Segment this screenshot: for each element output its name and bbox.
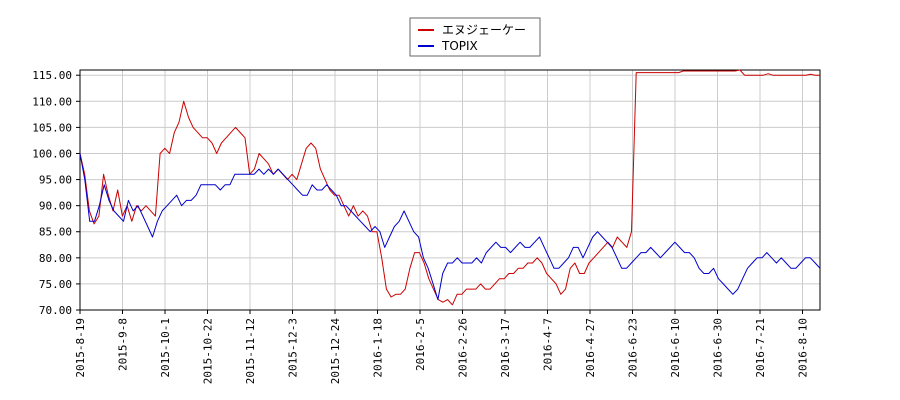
- x-tick-label: 2015-10-1: [159, 318, 172, 378]
- y-axis: 115.00 110.00 105.00 100.00 95.00 90.00 85.00 8…: [32, 69, 80, 317]
- y-tick-label: 80.00: [39, 252, 72, 265]
- x-axis: 2015-8-19 2015-9-8 2015-10-1 2015-10-22 2015…: [74, 310, 810, 384]
- y-tick-label: 85.00: [39, 226, 72, 239]
- legend: エヌジェーケー TOPIX: [409, 17, 541, 57]
- y-tick-label: 75.00: [39, 278, 72, 291]
- x-tick-label: 2016-6-30: [712, 318, 725, 378]
- x-tick-label: 2016-6-23: [627, 318, 640, 378]
- y-tick-label: 95.00: [39, 174, 72, 187]
- grid: [79, 70, 820, 311]
- legend-box: [409, 17, 541, 57]
- x-tick-label: 2015-9-8: [117, 318, 130, 371]
- x-tick-label: 2016-4-27: [584, 318, 597, 378]
- legend-label-series-1: エヌジェーケー: [442, 23, 526, 37]
- x-tick-label: 2016-8-10: [797, 318, 810, 378]
- y-tick-label: 115.00: [32, 69, 72, 82]
- legend-label-series-2: TOPIX: [441, 39, 478, 53]
- y-tick-label: 110.00: [32, 95, 72, 108]
- series-line-2: [79, 153, 821, 301]
- y-tick-label: 70.00: [39, 304, 72, 317]
- x-tick-label: 2015-8-19: [74, 318, 87, 378]
- y-tick-label: 100.00: [32, 147, 72, 160]
- x-tick-label: 2016-4-7: [542, 318, 555, 371]
- x-tick-label: 2016-1-18: [372, 318, 385, 378]
- x-tick-label: 2015-10-22: [202, 318, 215, 384]
- series-lines: [79, 69, 821, 306]
- x-tick-label: 2016-2-26: [457, 318, 470, 378]
- series-line-1: [79, 69, 820, 306]
- x-tick-label: 2016-3-17: [499, 318, 512, 378]
- x-tick-label: 2015-12-24: [329, 318, 342, 385]
- x-tick-label: 2015-12-3: [287, 318, 300, 378]
- x-tick-label: 2015-11-12: [244, 318, 257, 384]
- y-tick-label: 90.00: [39, 200, 72, 213]
- plot-frame: [79, 69, 821, 311]
- x-tick-label: 2016-7-21: [754, 318, 767, 378]
- x-tick-label: 2016-2-5: [414, 318, 427, 371]
- y-tick-label: 105.00: [32, 121, 72, 134]
- x-tick-label: 2016-6-10: [669, 318, 682, 378]
